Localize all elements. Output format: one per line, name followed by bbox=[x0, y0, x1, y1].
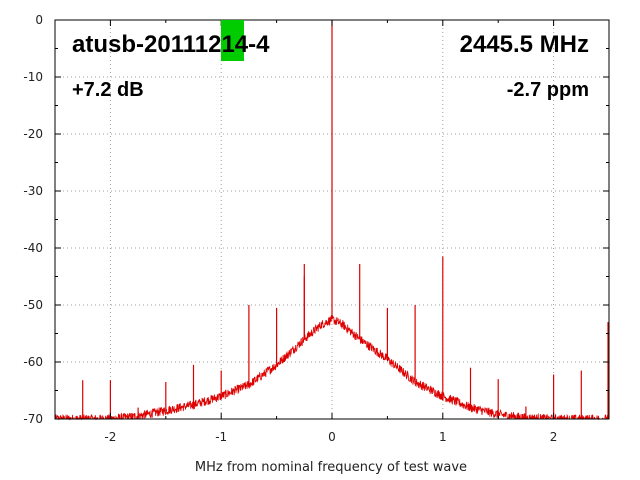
y-tick-label: -50 bbox=[23, 298, 43, 312]
ticks bbox=[54, 19, 610, 420]
redaction-box bbox=[221, 20, 244, 61]
chart-title-device: atusb-20111214-4 bbox=[72, 31, 270, 58]
noise-floor-trace bbox=[54, 314, 610, 421]
y-tick-label: -20 bbox=[23, 127, 43, 141]
x-axis-label: MHz from nominal frequency of test wave bbox=[195, 460, 467, 475]
x-tick-label: 1 bbox=[439, 430, 447, 444]
y-tick-label: 0 bbox=[35, 13, 43, 27]
annotation-offset: -2.7 ppm bbox=[507, 79, 589, 101]
x-tick-label: 0 bbox=[328, 430, 336, 444]
x-tick-label: -1 bbox=[215, 430, 227, 444]
x-tick-label: -2 bbox=[104, 430, 116, 444]
tick-labels: -2 -1 0 1 20-10-20-30-40-50-60-70 bbox=[23, 13, 557, 444]
y-tick-label: -10 bbox=[23, 70, 43, 84]
chart-title-frequency: 2445.5 MHz bbox=[460, 31, 589, 58]
y-tick-label: -60 bbox=[23, 355, 43, 369]
annotation-level: +7.2 dB bbox=[72, 79, 144, 101]
y-tick-label: -30 bbox=[23, 184, 43, 198]
y-tick-label: -40 bbox=[23, 241, 43, 255]
y-tick-label: -70 bbox=[23, 412, 43, 426]
x-tick-label: 2 bbox=[550, 430, 558, 444]
